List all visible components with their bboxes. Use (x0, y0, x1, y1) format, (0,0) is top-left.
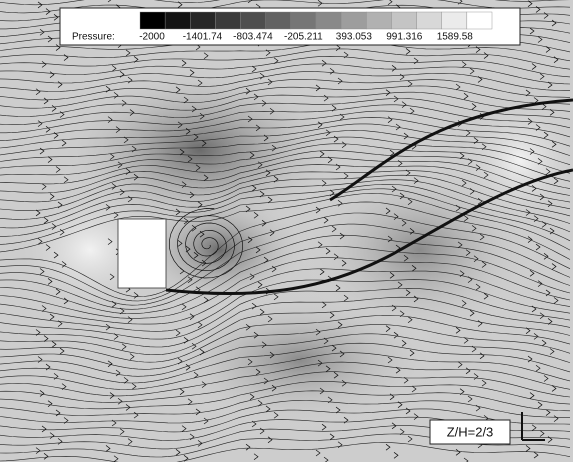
colorbar (140, 12, 492, 29)
colorbar-swatch (291, 12, 316, 29)
legend-tick-label: -2000 (139, 32, 165, 43)
colorbar-swatch (366, 12, 391, 29)
colorbar-swatch (215, 12, 240, 29)
colorbar-swatch (190, 12, 215, 29)
colorbar-swatch (391, 12, 416, 29)
legend-title: Pressure: (72, 32, 115, 43)
colorbar-swatch (266, 12, 291, 29)
plane-annotation: Z/H=2/3 (447, 424, 494, 439)
legend-tick-label: -205.211 (284, 32, 323, 43)
colorbar-swatch (341, 12, 366, 29)
streamline-plot: Pressure: -2000 -1401.74 -803.474 -205.211 3… (0, 0, 573, 462)
colorbar-swatch (442, 12, 467, 29)
colorbar-swatch (467, 12, 492, 29)
colorbar-swatch (140, 12, 165, 29)
legend-tick-label: -1401.74 (183, 32, 223, 43)
colorbar-swatch (241, 12, 266, 29)
legend-tick-label: 1589.58 (437, 32, 474, 43)
legend-tick-label: 991.316 (386, 32, 423, 43)
low-pressure-region (160, 290, 440, 430)
legend-tick-label: 393.053 (336, 32, 373, 43)
colorbar-swatch (417, 12, 442, 29)
legend-tick-label: -803.474 (233, 32, 273, 43)
obstacle-block (118, 219, 166, 288)
colorbar-swatch (165, 12, 190, 29)
colorbar-swatch (316, 12, 341, 29)
